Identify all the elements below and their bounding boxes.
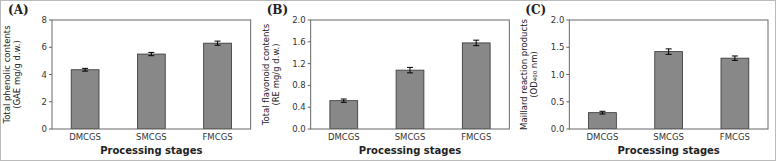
y-tick-label: 1.5 [551, 42, 565, 52]
bar [71, 70, 99, 129]
bar [137, 54, 165, 129]
error-cap [732, 55, 738, 56]
x-axis-label: Processing stages [618, 145, 720, 156]
y-tick-label: 2.0 [551, 15, 565, 25]
error-cap [341, 102, 347, 103]
y-tick-label: 0.4 [292, 102, 306, 112]
error-cap [148, 52, 154, 53]
plot-frame [311, 20, 510, 129]
plot-area [52, 20, 251, 129]
error-bar [473, 40, 479, 45]
y-tick-label: 0 [42, 124, 47, 134]
bars [589, 49, 749, 129]
error-line [476, 40, 477, 45]
error-bar [732, 56, 738, 60]
plot-area [311, 20, 510, 129]
y-axis-label-line: Total flavonoid contents [261, 23, 271, 126]
panel: (B) 0.0 0.4 0.8 1.2 1.6 2.0 DMCGS SMCGS FMCGSProc… [261, 3, 510, 156]
x-tick-label: SMCGS [395, 132, 426, 142]
error-bar [148, 52, 154, 55]
error-cap [341, 99, 347, 100]
bar [396, 70, 424, 129]
error-bar [407, 67, 413, 72]
y-tick-label: 0.0 [551, 124, 565, 134]
error-line [217, 41, 218, 45]
error-bar [341, 99, 347, 102]
panel-title: (C) [525, 3, 546, 17]
y-tick-label: 1.2 [292, 59, 306, 69]
y-axis-label: Total flavonoid contents(RE mg/g d.w.) [261, 23, 281, 126]
x-tick-label: SMCGS [136, 132, 167, 142]
y-tick-label: 1.6 [292, 37, 306, 47]
error-bar [82, 68, 88, 71]
y-axis-label-line: (GAE mg/g d.w.) [12, 40, 22, 109]
error-cap [148, 55, 154, 56]
bar [721, 58, 749, 129]
error-cap [666, 54, 672, 55]
error-cap [599, 111, 605, 112]
panel-title: (A) [8, 3, 29, 17]
bar [204, 43, 232, 129]
y-axis-label: Total phenolic contents(GAE mg/g d.w.) [2, 25, 22, 125]
error-cap [407, 72, 413, 73]
y-tick-label: 1.0 [551, 70, 565, 80]
error-cap [732, 60, 738, 61]
y-tick-label: 2.0 [292, 15, 306, 25]
y-axis-label-line: Total phenolic contents [2, 25, 12, 125]
plot-area [569, 20, 768, 129]
error-cap [599, 114, 605, 115]
y-axis-label-line: Maillard reaction products [519, 19, 529, 130]
figure: (A)02468DMCGSSMCGSFMCGSProcessing stages… [0, 0, 776, 161]
x-tick-label: FMCGS [202, 132, 232, 142]
error-cap [82, 68, 88, 69]
panel-title: (B) [267, 3, 289, 17]
y-axis-label-line: (OD₄₀₀ nm) [529, 51, 539, 97]
error-bar [599, 111, 605, 114]
x-tick-label: DMCGS [328, 132, 360, 142]
y-axis-label: Maillard reaction products(OD₄₀₀ nm) [519, 19, 539, 130]
y-tick-label: 2 [42, 97, 47, 107]
bar [589, 113, 617, 129]
bar [655, 52, 683, 129]
error-cap [666, 48, 672, 49]
y-tick-label: 0.8 [292, 80, 306, 90]
panel: (A) 0 2 4 6 8 DMCGS SMCGS FMCGSProcessing stages… [2, 3, 251, 156]
bars [71, 41, 231, 129]
y-tick-label: 6 [42, 42, 47, 52]
error-bar [215, 41, 221, 45]
panel: (C) 0.0 0.5 1.0 1.5 2.0 DMCGS SMCGS FMCGSProcess… [519, 3, 768, 156]
x-tick-label: DMCGS [587, 132, 619, 142]
error-cap [82, 71, 88, 72]
y-tick-label: 0.5 [551, 97, 565, 107]
bar [330, 101, 358, 129]
error-cap [215, 41, 221, 42]
error-bar [666, 49, 672, 54]
error-cap [473, 45, 479, 46]
error-cap [473, 40, 479, 41]
figure-border [1, 1, 776, 161]
y-tick-label: 4 [42, 70, 47, 80]
error-line [410, 67, 411, 72]
bars [330, 40, 490, 129]
error-cap [407, 67, 413, 68]
x-tick-label: DMCGS [69, 132, 101, 142]
x-axis-label: Processing stages [100, 145, 202, 156]
x-tick-label: FMCGS [720, 132, 750, 142]
error-cap [215, 45, 221, 46]
x-axis-label: Processing stages [359, 145, 461, 156]
y-axis-label-line: (RE mg/g d.w.) [271, 43, 281, 105]
x-tick-label: FMCGS [461, 132, 491, 142]
plot-frame [52, 20, 251, 129]
x-tick-label: SMCGS [653, 132, 684, 142]
error-line [668, 49, 669, 54]
plot-frame [569, 20, 768, 129]
error-line [734, 56, 735, 60]
y-tick-label: 8 [42, 15, 47, 25]
y-tick-label: 0.0 [292, 124, 306, 134]
bar [462, 43, 490, 129]
